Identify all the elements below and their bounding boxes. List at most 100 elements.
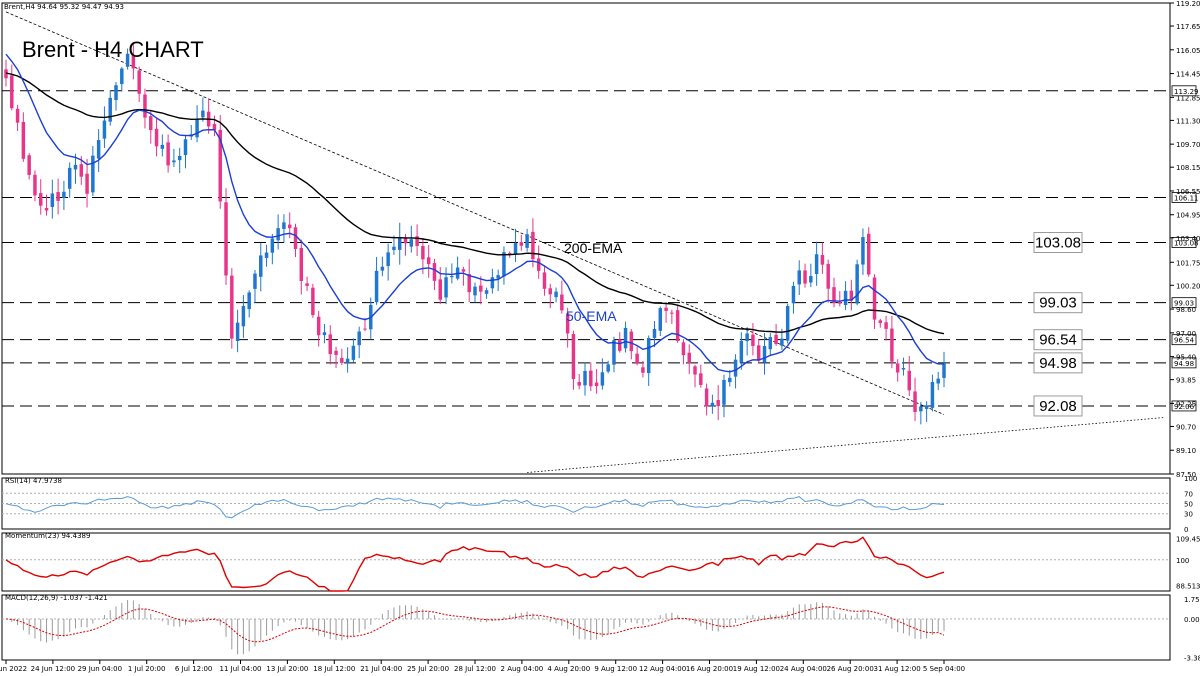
level-axis-label-5: 94.98 bbox=[1174, 360, 1194, 368]
macd-tick-label: 0.00 bbox=[1184, 616, 1200, 624]
candle-body bbox=[224, 202, 228, 276]
candle-body bbox=[212, 123, 217, 131]
candle-body bbox=[635, 353, 639, 364]
candle-body bbox=[438, 279, 442, 300]
price-tick-label: 95.40 bbox=[1176, 354, 1196, 362]
price-tick-label: 103.40 bbox=[1176, 235, 1200, 243]
price-tick-label: 89.10 bbox=[1176, 447, 1196, 455]
candle-body bbox=[675, 310, 680, 341]
candle-body bbox=[646, 338, 651, 374]
panel-frame-3 bbox=[1, 594, 1171, 661]
macd-label: MACD(12,26,9) -1.037 -1.421 bbox=[5, 594, 108, 602]
candle-body bbox=[44, 208, 49, 211]
candle-body bbox=[473, 286, 477, 296]
rsi-label: RSI(14) 47.9738 bbox=[5, 477, 62, 485]
candle-body bbox=[363, 328, 367, 330]
macd-tick-label: -3.385 bbox=[1184, 655, 1200, 663]
candle-body bbox=[195, 118, 199, 138]
level-box-5 bbox=[1033, 352, 1083, 374]
candle-body bbox=[849, 290, 854, 301]
candle-body bbox=[820, 255, 825, 265]
x-tick-label: 4 Aug 20:00 bbox=[547, 665, 590, 673]
candle-body bbox=[890, 328, 894, 362]
level-label-2: 103.08 bbox=[1035, 235, 1081, 252]
horizontal-levels: 113.29106.11103.08103.0899.0399.0396.549… bbox=[2, 85, 1199, 417]
rsi-line bbox=[5, 496, 945, 519]
candle-body bbox=[895, 363, 900, 373]
candle-body bbox=[102, 120, 107, 139]
level-box-3 bbox=[1033, 292, 1083, 314]
symbol-info: Brent,H4 94.64 95.32 94.47 94.93 bbox=[4, 3, 124, 11]
level-axis-box-1 bbox=[1171, 192, 1197, 203]
ema200-label: 200-EMA bbox=[564, 240, 623, 256]
momentum-tick-label: 88.5137 bbox=[1176, 582, 1200, 590]
candle-body bbox=[606, 364, 610, 372]
price-tick-label: 111.30 bbox=[1176, 117, 1200, 125]
trendlines bbox=[5, 11, 1165, 473]
x-tick-label: 21 Jul 04:00 bbox=[360, 665, 402, 673]
candle-body bbox=[85, 173, 89, 194]
level-axis-label-2: 103.08 bbox=[1174, 240, 1199, 248]
price-tick-label: 119.20 bbox=[1176, 0, 1200, 8]
candle-body bbox=[565, 313, 570, 334]
candle-body bbox=[716, 400, 720, 407]
candle-body bbox=[450, 276, 454, 278]
x-tick-label: 24 Aug 04:00 bbox=[780, 665, 827, 673]
candle-body bbox=[838, 301, 842, 304]
candle-body bbox=[502, 252, 506, 277]
candle-body bbox=[508, 252, 512, 254]
candle-body bbox=[513, 243, 518, 254]
level-axis-label-3: 99.03 bbox=[1174, 300, 1194, 308]
candle-body bbox=[756, 345, 761, 361]
candle-body bbox=[704, 388, 709, 407]
candle-body bbox=[780, 338, 784, 346]
momentum-tick-label: 100 bbox=[1176, 557, 1189, 565]
price-tick-label: 101.75 bbox=[1176, 259, 1200, 267]
candle-body bbox=[525, 234, 529, 248]
candle-body bbox=[299, 247, 304, 281]
level-axis-label-1: 106.11 bbox=[1174, 194, 1199, 202]
momentum-label: Momentum(23) 94.4389 bbox=[5, 532, 90, 540]
candle-body bbox=[936, 378, 940, 384]
candle-body bbox=[901, 368, 906, 370]
candle-body bbox=[733, 359, 738, 377]
candle-body bbox=[183, 139, 188, 156]
candle-body bbox=[415, 236, 419, 247]
panel-frame-2 bbox=[1, 532, 1171, 592]
price-tick-label: 109.70 bbox=[1176, 141, 1200, 149]
price-tick-label: 93.85 bbox=[1176, 377, 1196, 385]
price-tick-label: 116.05 bbox=[1176, 47, 1200, 55]
panel-frame-0 bbox=[1, 2, 1171, 475]
candle-body bbox=[600, 372, 605, 386]
candle-body bbox=[282, 222, 286, 229]
price-tick-label: 98.60 bbox=[1176, 306, 1196, 314]
level-axis-box-4 bbox=[1171, 334, 1197, 346]
candlesticks bbox=[4, 42, 946, 425]
level-box-6 bbox=[1033, 395, 1083, 417]
candle-body bbox=[907, 370, 911, 391]
x-tick-label: 29 Jun 04:00 bbox=[78, 665, 122, 673]
candle-body bbox=[670, 312, 674, 314]
x-tick-label: 11 Jul 04:00 bbox=[220, 665, 262, 673]
candle-body bbox=[357, 331, 361, 346]
candle-body bbox=[241, 305, 246, 327]
candle-body bbox=[785, 305, 790, 341]
candle-body bbox=[612, 340, 616, 365]
candle-body bbox=[589, 370, 593, 387]
candle-body bbox=[79, 164, 84, 177]
candle-body bbox=[479, 285, 483, 292]
candle-body bbox=[658, 308, 663, 331]
candle-body bbox=[293, 227, 298, 249]
candle-body bbox=[774, 334, 778, 345]
x-tick-label: 6 Jul 12:00 bbox=[175, 665, 213, 673]
level-axis-label-0: 113.29 bbox=[1174, 88, 1199, 96]
candle-body bbox=[386, 252, 390, 267]
price-tick-label: 90.70 bbox=[1176, 423, 1196, 431]
candle-body bbox=[120, 68, 124, 85]
x-tick-label: 21 Jun 2022 bbox=[0, 665, 27, 673]
candle-body bbox=[259, 255, 263, 277]
price-tick-label: 97.00 bbox=[1176, 330, 1196, 338]
candle-body bbox=[10, 75, 14, 109]
